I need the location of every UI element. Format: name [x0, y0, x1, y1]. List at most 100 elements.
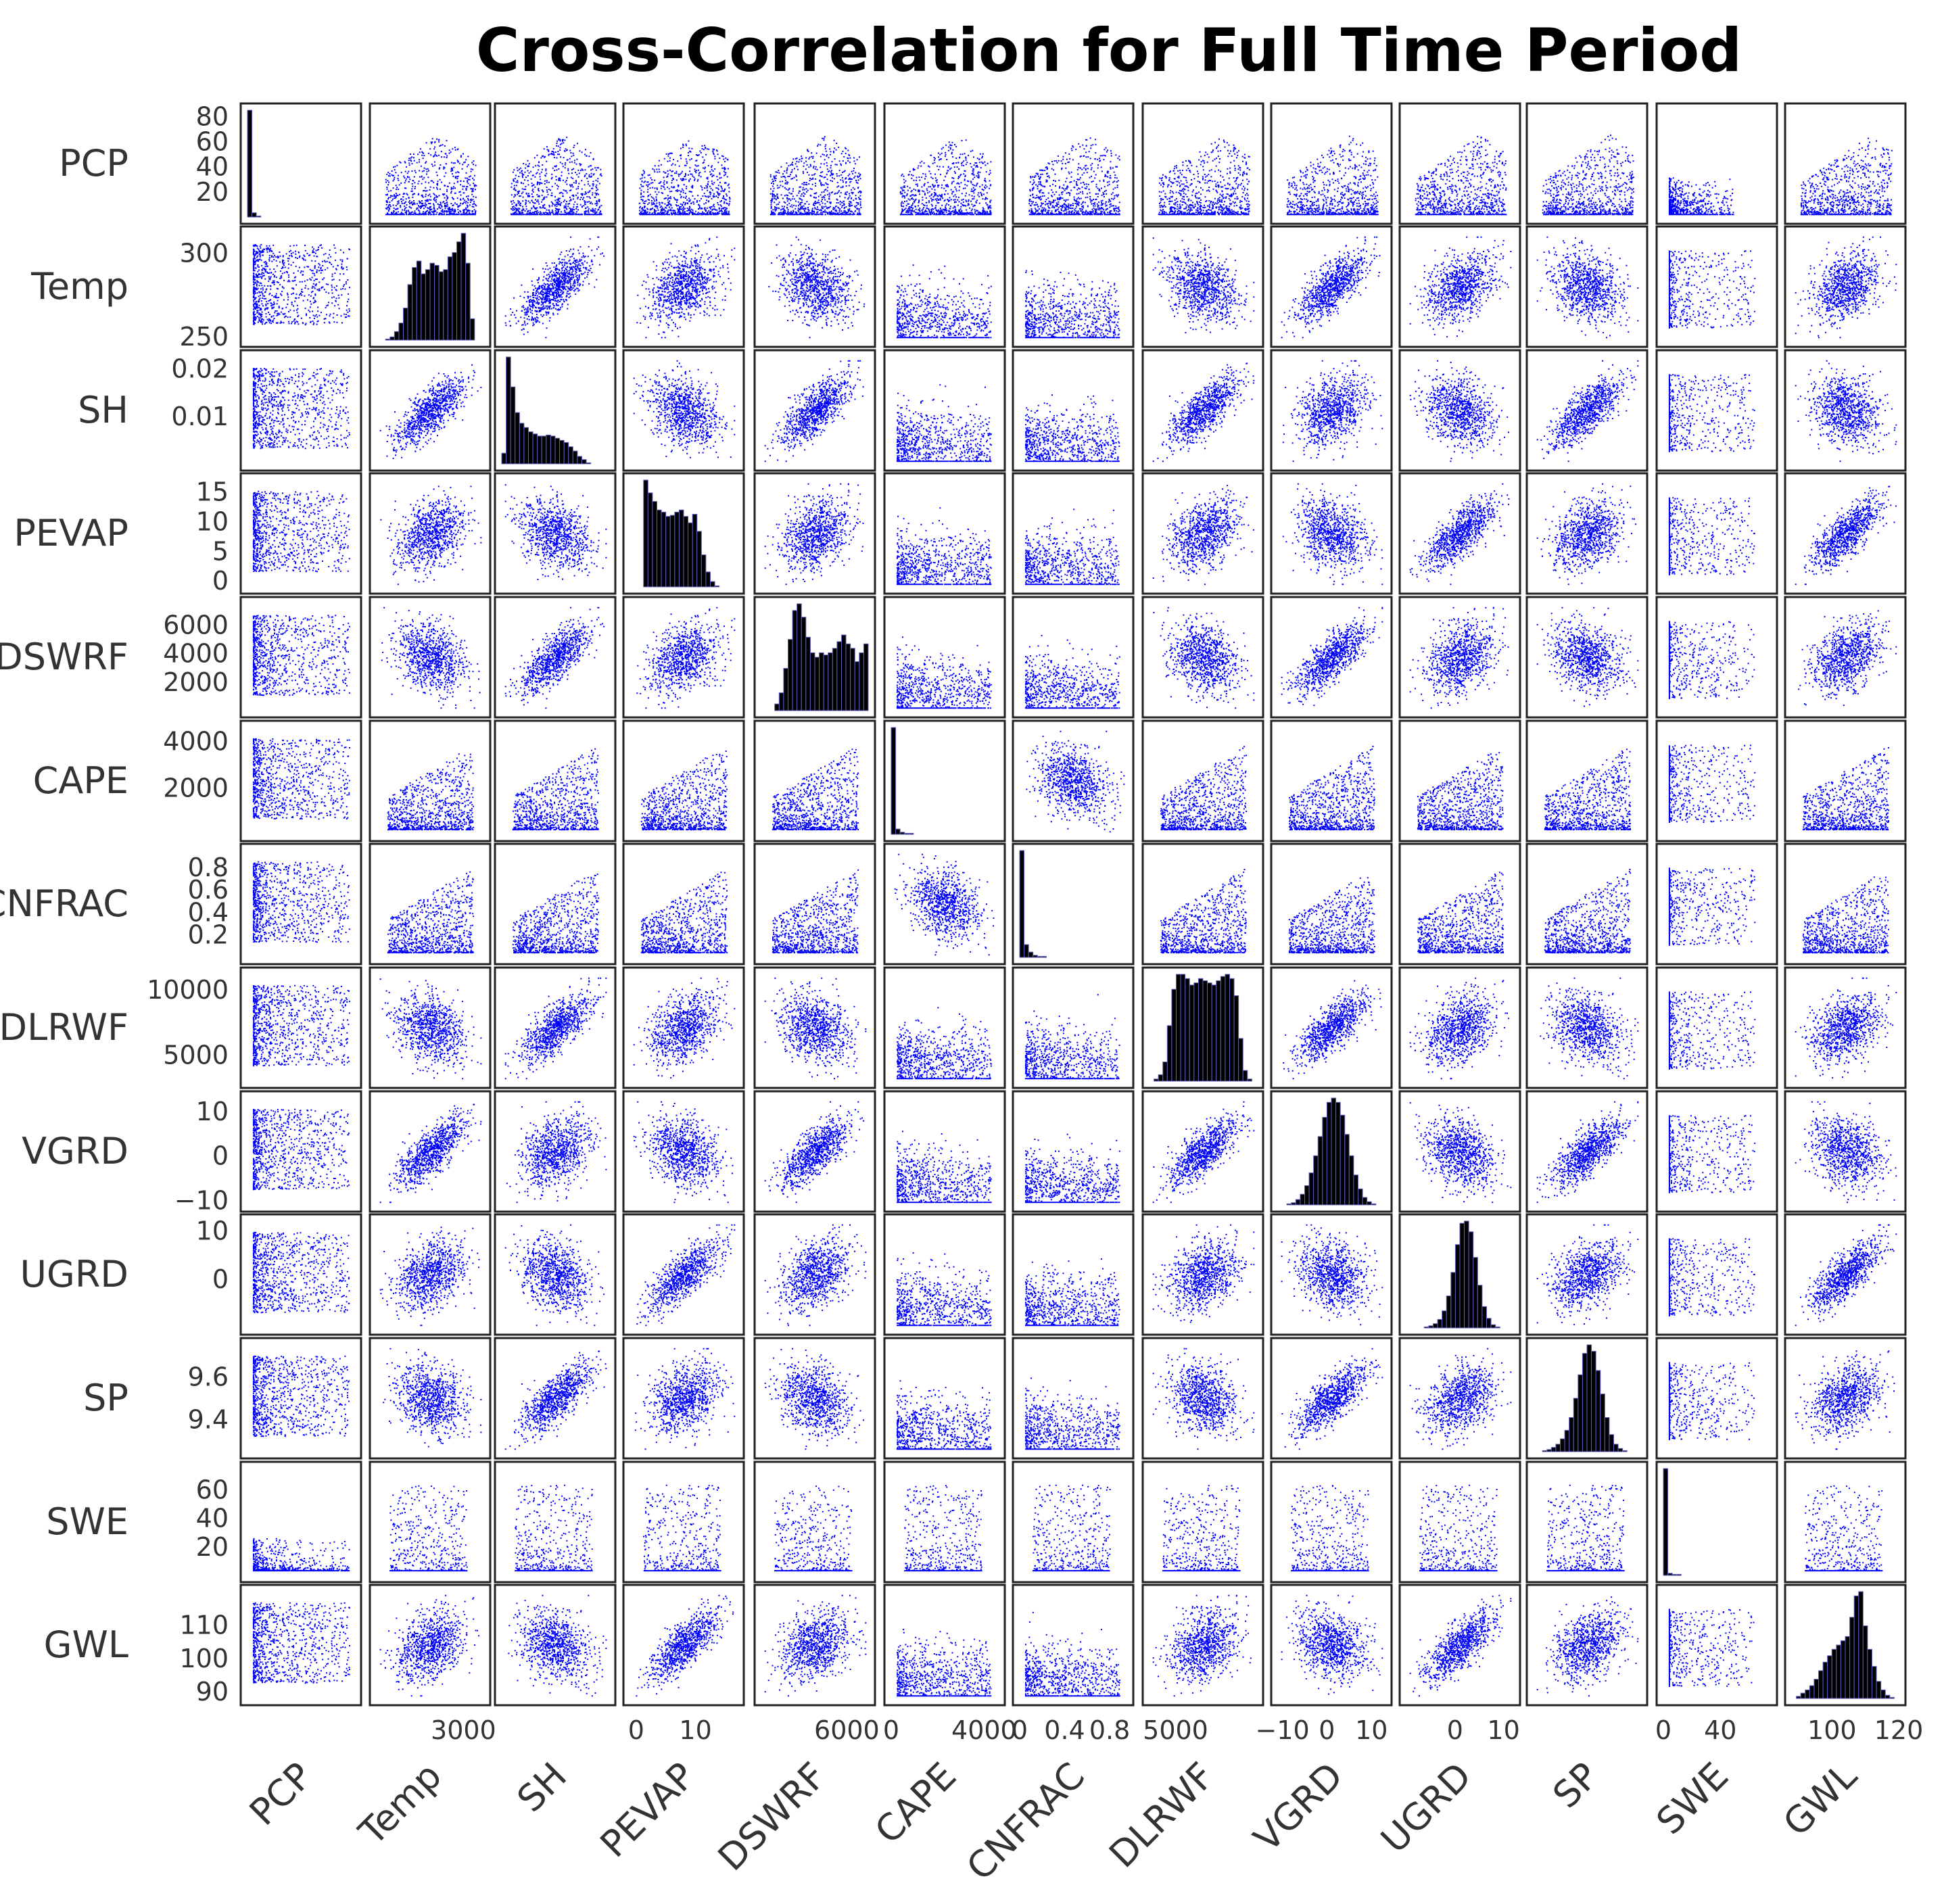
- histogram-bar: [1468, 1231, 1474, 1329]
- panel-frame: [1012, 1584, 1135, 1707]
- histogram-bar: [1344, 1134, 1350, 1206]
- panel-dlrwf-vs-sh: [494, 966, 617, 1089]
- scatter-points: [1795, 1101, 1897, 1204]
- histogram-bar: [1198, 978, 1204, 1082]
- scatter-points: [1033, 1484, 1111, 1572]
- histogram-bar: [1019, 850, 1025, 958]
- panel-frame: [1398, 966, 1521, 1089]
- histogram-bar: [1555, 1444, 1561, 1452]
- panel-temp-vs-gwl: [1784, 225, 1907, 348]
- scatter-points: [252, 615, 350, 696]
- scatter-points: [1409, 1348, 1512, 1450]
- histogram-bar: [891, 727, 897, 835]
- panel-ugrd-vs-gwl: [1784, 1213, 1907, 1336]
- panel-ugrd-vs-cnfrac: [1012, 1213, 1135, 1336]
- panel-pevap-vs-ugrd: [1398, 472, 1521, 595]
- histogram-bar: [1348, 1155, 1354, 1206]
- panel-frame: [369, 1337, 492, 1460]
- panel-frame: [1784, 596, 1907, 719]
- histogram-bar: [1216, 980, 1221, 1082]
- y-tick-label: 60: [196, 1475, 229, 1505]
- panel-frame: [1141, 102, 1264, 225]
- histogram-bar: [788, 639, 793, 711]
- histogram-bar: [701, 554, 707, 588]
- panel-frame: [1012, 719, 1135, 842]
- histogram-bar: [845, 643, 851, 711]
- scatter-points: [1024, 394, 1120, 462]
- panel-frame: [369, 102, 492, 225]
- panel-dlrwf-vs-cape: [883, 966, 1006, 1089]
- row-label-gwl: GWL: [44, 1623, 128, 1666]
- histogram-bar: [563, 442, 569, 465]
- panel-frame: [1655, 966, 1778, 1089]
- panel-frame: [1784, 719, 1907, 842]
- panel-frame: [1270, 842, 1393, 966]
- scatter-points: [640, 872, 728, 954]
- histogram-bar: [1238, 1038, 1243, 1082]
- histogram-bar: [506, 356, 511, 465]
- panel-pevap-vs-dswrf: [753, 472, 876, 595]
- panel-frame: [1655, 1090, 1778, 1213]
- scatter-points: [1024, 1377, 1120, 1450]
- panel-dswrf-vs-pevap: [622, 596, 745, 719]
- panel-frame: [1655, 472, 1778, 595]
- panel-pcp-vs-vgrd: [1270, 102, 1393, 225]
- scatter-points: [1419, 1484, 1498, 1572]
- histogram-bar: [814, 657, 820, 711]
- histogram-bar: [1442, 1310, 1447, 1329]
- histogram-bar: [469, 318, 475, 341]
- panel-temp-vs-temp: [369, 225, 492, 348]
- histogram-bar: [1667, 1573, 1673, 1576]
- panel-pevap-vs-cape: [883, 472, 1006, 595]
- scatter-points: [1026, 730, 1125, 833]
- histogram-bar: [1831, 1648, 1837, 1699]
- histogram-bar: [537, 435, 542, 465]
- scatter-points: [1798, 610, 1897, 707]
- panel-temp-vs-sh: [494, 225, 617, 348]
- histogram-bar: [1162, 1062, 1168, 1082]
- panel-frame: [883, 1337, 1006, 1460]
- histogram-bar: [854, 661, 860, 711]
- panel-cnfrac-vs-gwl: [1784, 842, 1907, 966]
- scatter-points: [508, 1594, 607, 1697]
- row-label-swe: SWE: [46, 1500, 128, 1543]
- panel-frame: [1141, 719, 1264, 842]
- x-tick-label: 0: [1447, 1715, 1463, 1745]
- panel-vgrd-vs-gwl: [1784, 1090, 1907, 1213]
- histogram-bar: [1676, 1573, 1682, 1576]
- histogram-bar: [447, 256, 453, 341]
- panel-frame: [239, 1584, 362, 1707]
- panel-pcp-vs-pcp: [239, 102, 362, 225]
- scatter-points: [764, 360, 864, 462]
- histogram-bar: [389, 336, 395, 341]
- histogram-bar: [1041, 955, 1047, 958]
- histogram-bar: [1291, 1202, 1296, 1206]
- scatter-points: [1282, 483, 1383, 586]
- panel-cnfrac-vs-sp: [1525, 842, 1649, 966]
- scatter-points: [1024, 1258, 1120, 1327]
- scatter-points: [1409, 606, 1509, 709]
- histogram-bar: [1286, 1203, 1292, 1206]
- histogram-bar: [385, 338, 391, 341]
- histogram-bar: [1189, 984, 1195, 1082]
- scatter-points: [252, 984, 350, 1067]
- scatter-points: [1152, 237, 1255, 333]
- histogram-bar: [674, 511, 680, 588]
- histogram-bar: [412, 267, 417, 341]
- panel-temp-vs-vgrd: [1270, 225, 1393, 348]
- histogram-bar: [1158, 1074, 1164, 1082]
- histogram-bar: [904, 832, 909, 835]
- histogram-bar: [809, 652, 815, 711]
- panel-frame: [1784, 1337, 1907, 1460]
- panel-frame: [1398, 719, 1521, 842]
- scatter-points: [252, 738, 351, 820]
- row-label-pcp: PCP: [59, 142, 128, 185]
- y-tick-label: 40: [196, 152, 229, 182]
- histogram-bar: [519, 423, 525, 465]
- histogram-bar: [1180, 974, 1186, 1082]
- scatter-points: [633, 977, 736, 1079]
- panel-frame: [1525, 1460, 1649, 1584]
- y-tick-label: 40: [196, 1504, 229, 1533]
- scatter-points: [1668, 991, 1756, 1070]
- panel-ugrd-vs-sh: [494, 1213, 617, 1336]
